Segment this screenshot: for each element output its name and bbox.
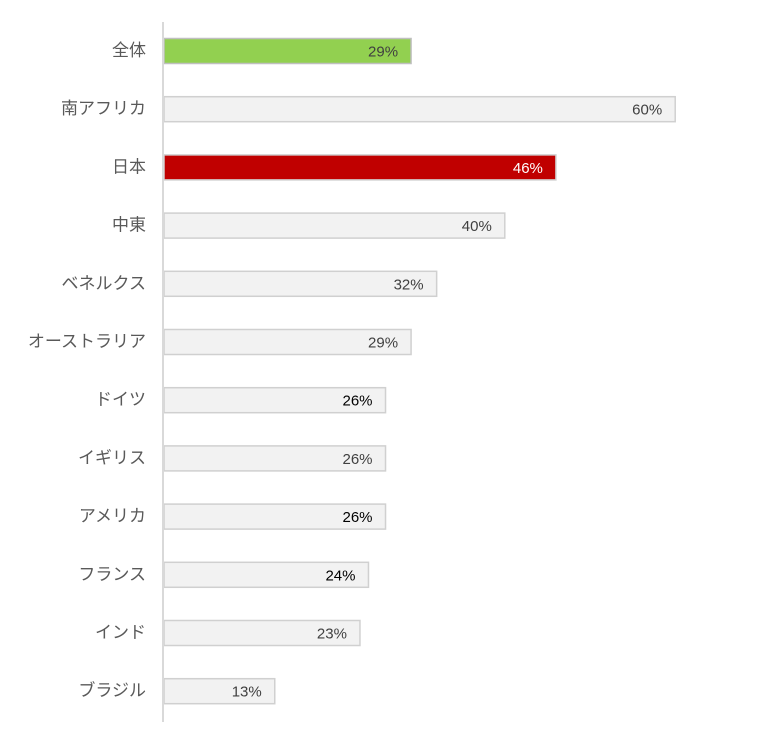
data-label: 24%: [325, 567, 355, 584]
category-labels-group: 全体南アフリカ日本中東ベネルクスオーストラリアドイツイギリスアメリカフランスイン…: [28, 41, 146, 701]
bar: [163, 386, 387, 414]
value-labels-group: 29% 60% 46% 40% 32% 29% 26% 26% 26% 24% 23% 13%: [232, 44, 662, 701]
category-label: ブラジル: [78, 680, 146, 701]
category-label: 南アフリカ: [61, 99, 146, 119]
category-label: ドイツ: [95, 390, 146, 410]
bar: [163, 95, 676, 123]
category-label: インド: [95, 623, 146, 643]
bar: [163, 154, 557, 181]
bars-group: [163, 37, 676, 705]
data-label: 40%: [462, 218, 492, 235]
data-label: 26%: [342, 393, 372, 410]
data-label: 26%: [342, 509, 372, 526]
category-label: ベネルクス: [62, 274, 147, 294]
data-label: 46%: [513, 160, 543, 177]
category-label: オーストラリア: [28, 332, 146, 352]
category-label: 日本: [112, 157, 146, 177]
category-label: イギリス: [78, 448, 146, 468]
bar: [163, 445, 387, 472]
category-label: アメリカ: [79, 507, 146, 527]
data-label: 13%: [232, 684, 262, 701]
data-label: 26%: [342, 451, 372, 468]
data-label: 29%: [368, 44, 398, 61]
category-label: フランス: [78, 565, 146, 585]
bar: [163, 561, 370, 589]
bar: [163, 212, 506, 239]
data-label: 32%: [394, 276, 424, 293]
bar: [163, 328, 412, 356]
data-label: 60%: [632, 102, 662, 119]
data-label: 23%: [317, 626, 347, 643]
bar: [163, 270, 438, 298]
category-label: 中東: [112, 216, 146, 236]
data-label: 29%: [368, 335, 398, 352]
category-label: 全体: [112, 41, 146, 61]
